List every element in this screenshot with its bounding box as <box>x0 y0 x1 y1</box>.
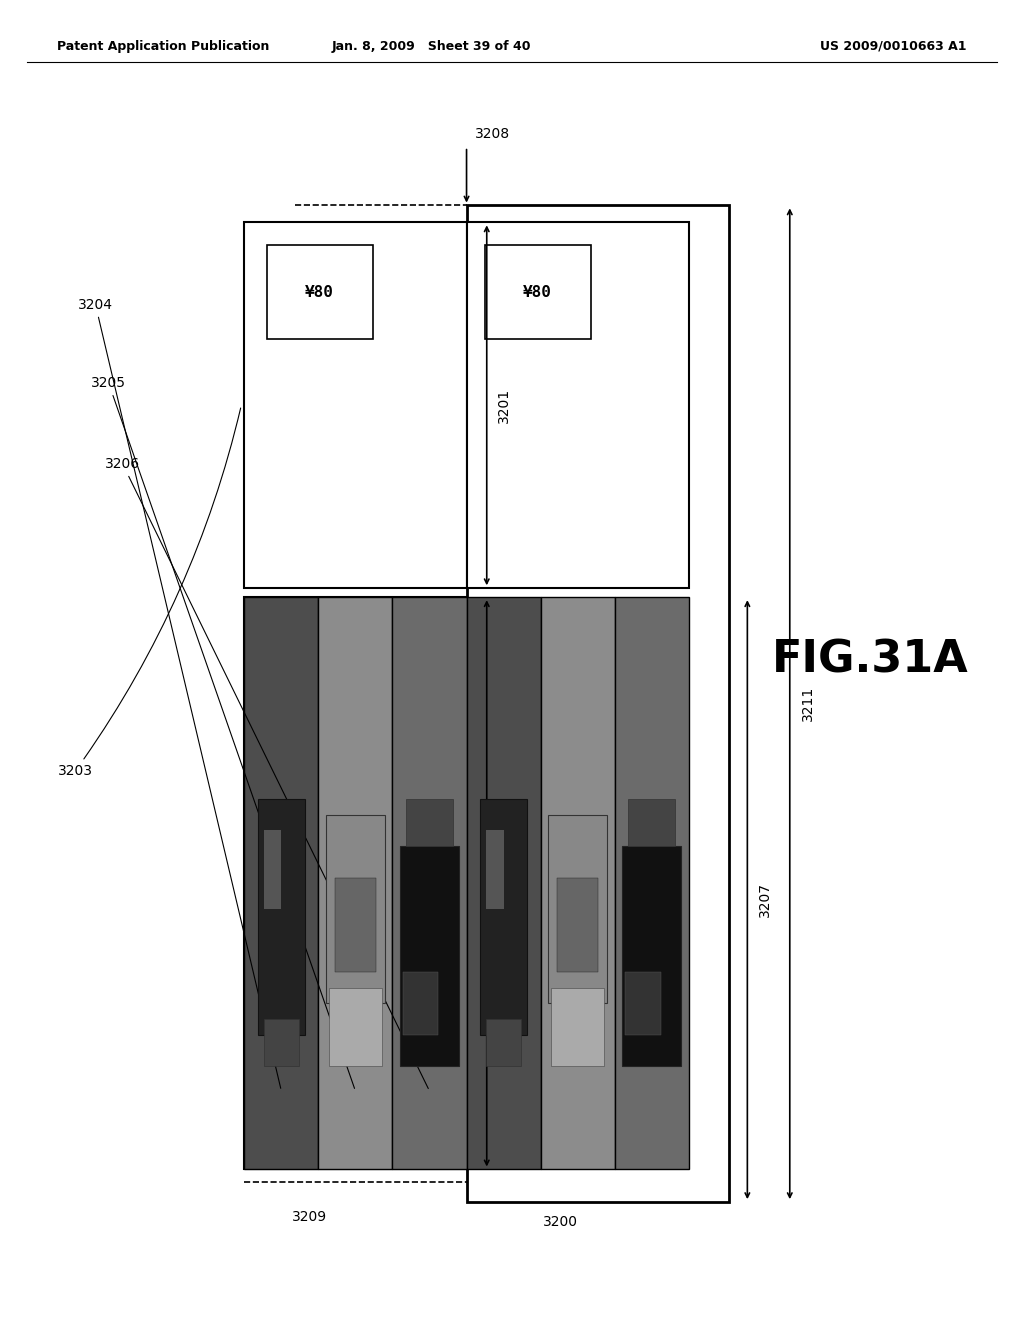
Bar <box>467 598 541 1170</box>
Text: 3200: 3200 <box>543 1216 578 1229</box>
Bar <box>263 830 282 909</box>
Bar <box>318 598 392 1170</box>
Bar <box>258 799 305 1035</box>
Bar <box>266 246 373 339</box>
Bar <box>623 846 681 1067</box>
Text: Patent Application Publication: Patent Application Publication <box>57 40 270 53</box>
Bar <box>557 878 598 972</box>
Bar <box>326 814 385 1003</box>
Text: US 2009/0010663 A1: US 2009/0010663 A1 <box>820 40 967 53</box>
Bar <box>402 972 438 1035</box>
Bar <box>245 598 318 1170</box>
Text: 3206: 3206 <box>105 457 428 1089</box>
Bar <box>484 246 591 339</box>
Text: ¥80: ¥80 <box>305 285 334 300</box>
Bar <box>625 972 660 1035</box>
Bar <box>614 598 689 1170</box>
Bar <box>406 799 454 846</box>
Text: 3211: 3211 <box>801 686 815 721</box>
Text: Jan. 8, 2009   Sheet 39 of 40: Jan. 8, 2009 Sheet 39 of 40 <box>332 40 530 53</box>
Bar <box>467 223 689 589</box>
Bar <box>551 987 604 1067</box>
Text: 3201: 3201 <box>497 388 511 422</box>
Bar <box>548 814 607 1003</box>
Bar <box>263 1019 299 1067</box>
Bar <box>245 598 467 1170</box>
Text: 3209: 3209 <box>293 1210 328 1224</box>
Bar <box>329 987 382 1067</box>
Text: 3205: 3205 <box>91 376 354 1089</box>
Bar <box>392 598 467 1170</box>
Bar <box>485 830 504 909</box>
Bar <box>245 223 467 589</box>
Bar <box>541 598 614 1170</box>
Bar <box>485 1019 521 1067</box>
Text: 3203: 3203 <box>57 408 241 777</box>
Text: FIG.31A: FIG.31A <box>772 639 969 681</box>
Text: 3207: 3207 <box>758 882 771 917</box>
Text: 3204: 3204 <box>78 298 281 1088</box>
Text: 3208: 3208 <box>475 128 510 141</box>
Bar <box>628 799 676 846</box>
Text: ¥80: ¥80 <box>523 285 552 300</box>
Text: 3202: 3202 <box>497 866 511 900</box>
Bar <box>480 799 527 1035</box>
Bar <box>400 846 459 1067</box>
Bar <box>335 878 376 972</box>
Bar <box>467 206 729 1203</box>
